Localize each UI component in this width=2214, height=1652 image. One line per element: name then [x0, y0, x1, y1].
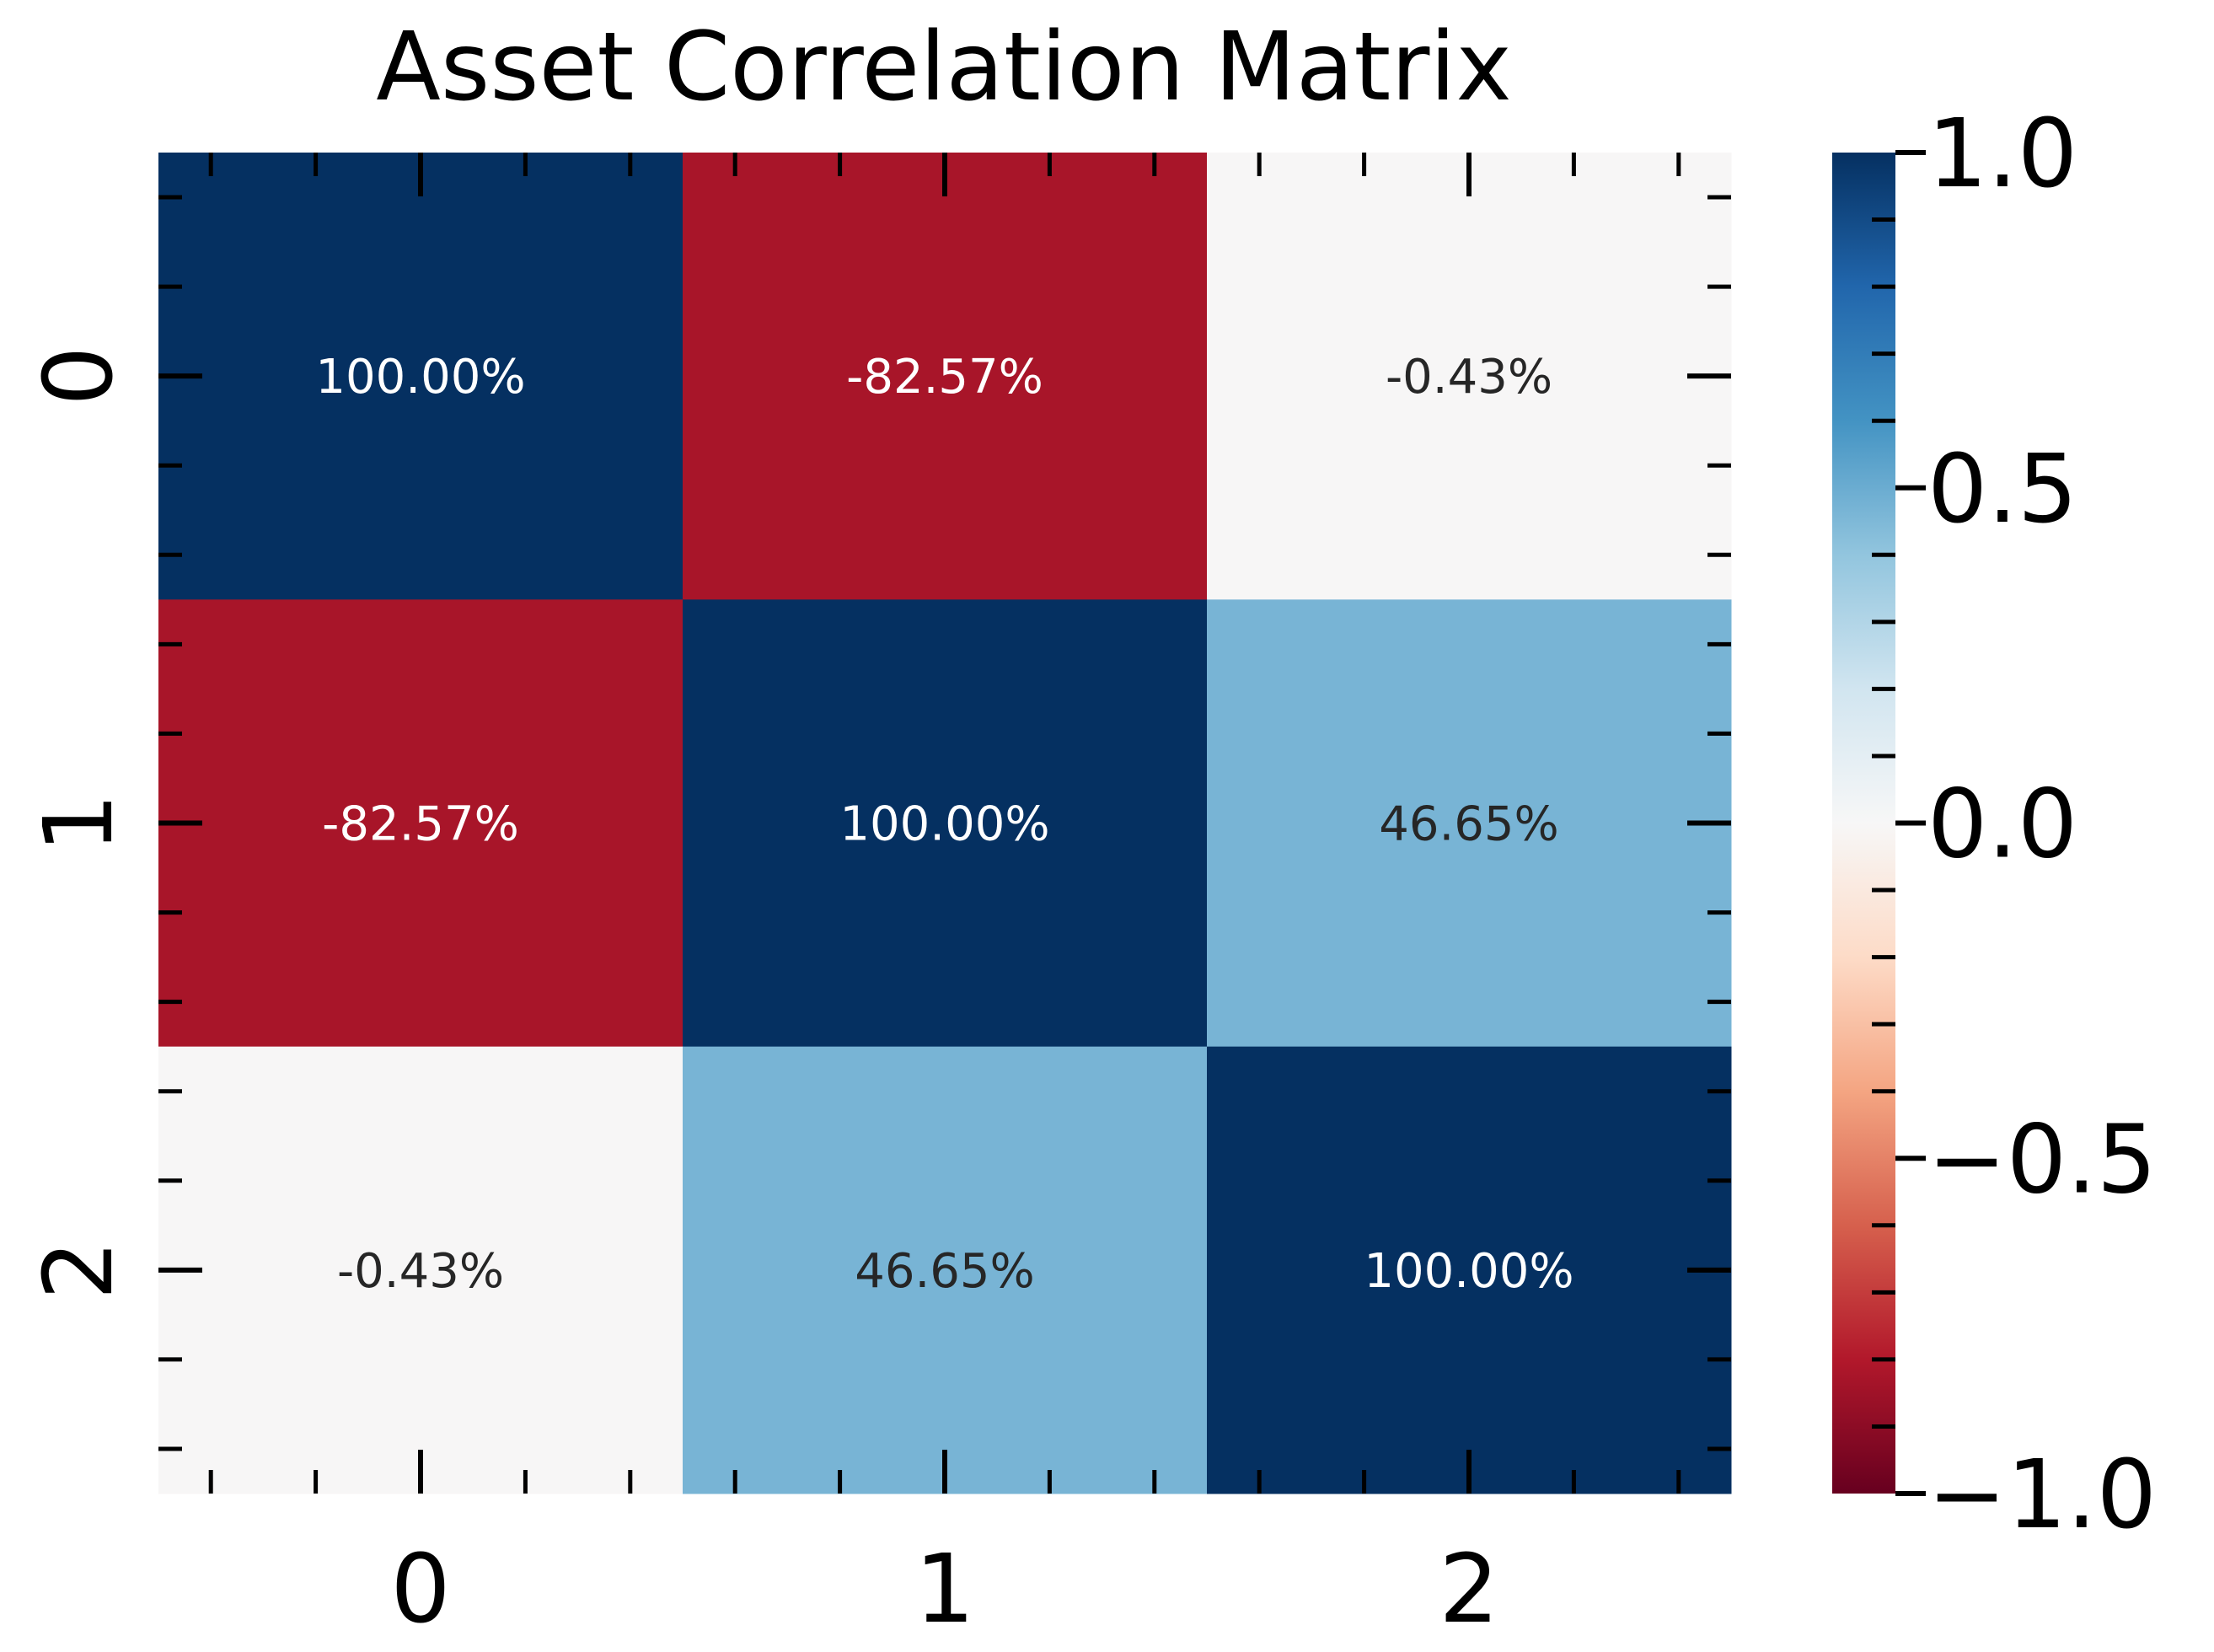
cell-annotation-2-2: 100.00% — [1364, 1244, 1573, 1299]
heatmap-cell-2-0 — [158, 1046, 683, 1494]
colorbar-tick-label-1: 0.5 — [1927, 435, 2077, 544]
cell-annotation-0-2: -0.43% — [1386, 350, 1552, 405]
heatmap-cell-2-2 — [1207, 1046, 1732, 1494]
heatmap-cell-1-2 — [1207, 599, 1732, 1048]
heatmap-cell-1-1 — [683, 599, 1208, 1048]
heatmap-cell-0-0 — [158, 153, 683, 600]
colorbar-tick-label-2: 0.0 — [1927, 770, 2077, 880]
cell-annotation-1-0: -82.57% — [322, 797, 519, 852]
colorbar-tick-label-0: 1.0 — [1927, 99, 2077, 209]
cell-annotation-1-1: 100.00% — [839, 797, 1049, 852]
x-tick-label-0: 0 — [390, 1535, 450, 1644]
heatmap-cell-0-1 — [683, 153, 1208, 600]
heatmap-cell-1-0 — [158, 599, 683, 1048]
cell-annotation-2-0: -0.43% — [337, 1244, 504, 1299]
axis-tick-labels: 0 1 2 0 1 2 — [24, 346, 1499, 1644]
cell-annotation-0-1: -82.57% — [846, 350, 1043, 405]
y-tick-label-0: 0 — [24, 346, 134, 406]
colorbar-gradient — [1832, 153, 1895, 1494]
cell-annotation-0-0: 100.00% — [315, 350, 525, 405]
cell-annotation-1-2: 46.65% — [1379, 797, 1559, 852]
y-tick-label-2: 2 — [24, 1240, 134, 1300]
x-tick-label-2: 2 — [1439, 1535, 1498, 1644]
colorbar-tick-label-3: −0.5 — [1927, 1105, 2157, 1215]
heatmap-annotations: 100.00% -82.57% -0.43% -82.57% 100.00% 46.65%… — [315, 350, 1573, 1299]
heatmap-cell-0-2 — [1207, 153, 1732, 600]
axis-ticks — [158, 153, 1731, 1494]
y-tick-label-1: 1 — [24, 793, 134, 853]
colorbar-tick-label-4: −1.0 — [1927, 1440, 2157, 1550]
heatmap-cells — [158, 153, 1732, 1494]
x-tick-label-1: 1 — [914, 1535, 974, 1644]
colorbar: 1.0 0.5 0.0 −0.5 −1.0 — [1832, 99, 2157, 1550]
chart-title: Asset Correlation Matrix — [376, 13, 1512, 122]
cell-annotation-2-1: 46.65% — [855, 1244, 1035, 1299]
heatmap-cell-2-1 — [683, 1046, 1208, 1494]
